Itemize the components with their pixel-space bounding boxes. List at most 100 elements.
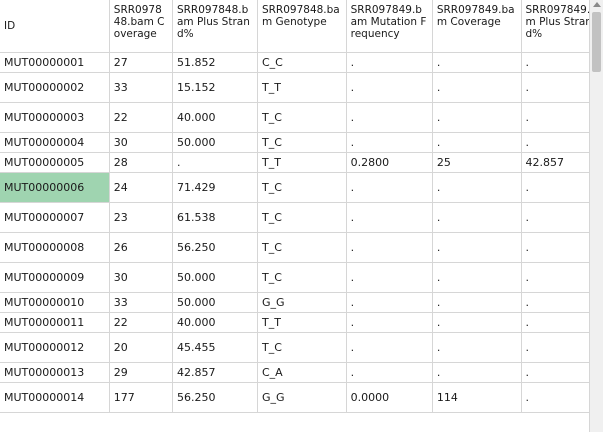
- table-cell[interactable]: .: [432, 132, 522, 153]
- table-cell[interactable]: C_A: [257, 362, 347, 383]
- table-cell[interactable]: .: [172, 152, 258, 173]
- table-cell[interactable]: 114: [432, 382, 522, 413]
- table-cell[interactable]: 26: [109, 232, 173, 263]
- table-cell[interactable]: .: [432, 312, 522, 333]
- table-cell[interactable]: 177: [109, 382, 173, 413]
- table-cell[interactable]: T_C: [257, 262, 347, 293]
- table-cell[interactable]: 56.250: [172, 382, 258, 413]
- table-cell[interactable]: 30: [109, 132, 173, 153]
- column-header-srr097849-coverage[interactable]: SRR097849.bam Coverage: [432, 0, 522, 53]
- table-cell[interactable]: 50.000: [172, 132, 258, 153]
- table-cell[interactable]: .: [346, 102, 433, 133]
- table-cell[interactable]: .: [346, 72, 433, 103]
- table-cell[interactable]: G_G: [257, 292, 347, 313]
- table-cell[interactable]: 56.250: [172, 232, 258, 263]
- table-cell[interactable]: T_C: [257, 132, 347, 153]
- column-header-srr097848-coverage[interactable]: SRR097848.bam Coverage: [109, 0, 173, 53]
- table-cell[interactable]: .: [432, 172, 522, 203]
- table-cell[interactable]: .: [432, 72, 522, 103]
- table-cell[interactable]: T_T: [257, 152, 347, 173]
- row-id-cell[interactable]: MUT00000013: [0, 362, 110, 383]
- table-cell[interactable]: 28: [109, 152, 173, 173]
- table-cell[interactable]: .: [432, 232, 522, 263]
- table-cell[interactable]: T_C: [257, 102, 347, 133]
- table-cell[interactable]: .: [346, 202, 433, 233]
- table-cell[interactable]: 50.000: [172, 262, 258, 293]
- table-cell[interactable]: .: [521, 312, 603, 333]
- table-cell[interactable]: .: [346, 232, 433, 263]
- scroll-up-arrow-icon[interactable]: [593, 2, 601, 7]
- row-id-cell[interactable]: MUT00000009: [0, 262, 110, 293]
- table-cell[interactable]: .: [346, 262, 433, 293]
- table-cell[interactable]: .: [521, 292, 603, 313]
- row-id-cell[interactable]: MUT00000002: [0, 72, 110, 103]
- table-cell[interactable]: .: [432, 362, 522, 383]
- table-cell[interactable]: T_C: [257, 172, 347, 203]
- table-cell[interactable]: 29: [109, 362, 173, 383]
- row-id-cell[interactable]: MUT00000011: [0, 312, 110, 333]
- table-cell[interactable]: .: [346, 292, 433, 313]
- table-cell[interactable]: .: [346, 362, 433, 383]
- table-cell[interactable]: 61.538: [172, 202, 258, 233]
- row-id-cell[interactable]: MUT00000007: [0, 202, 110, 233]
- table-cell[interactable]: .: [432, 262, 522, 293]
- table-cell[interactable]: 15.152: [172, 72, 258, 103]
- table-cell[interactable]: 0.2800: [346, 152, 433, 173]
- table-cell[interactable]: .: [432, 202, 522, 233]
- table-cell[interactable]: 27: [109, 52, 173, 73]
- table-cell[interactable]: 42.857: [521, 152, 603, 173]
- table-cell[interactable]: T_T: [257, 312, 347, 333]
- table-cell[interactable]: .: [521, 362, 603, 383]
- table-cell[interactable]: 45.455: [172, 332, 258, 363]
- table-cell[interactable]: .: [346, 312, 433, 333]
- table-cell[interactable]: G_G: [257, 382, 347, 413]
- table-cell[interactable]: 24: [109, 172, 173, 203]
- table-cell[interactable]: .: [521, 52, 603, 73]
- table-cell[interactable]: 30: [109, 262, 173, 293]
- table-cell[interactable]: T_T: [257, 72, 347, 103]
- table-cell[interactable]: .: [432, 102, 522, 133]
- row-id-cell[interactable]: MUT00000003: [0, 102, 110, 133]
- vertical-scrollbar[interactable]: [589, 0, 603, 432]
- row-id-cell[interactable]: MUT00000010: [0, 292, 110, 313]
- table-cell[interactable]: .: [346, 52, 433, 73]
- table-cell[interactable]: .: [432, 332, 522, 363]
- table-cell[interactable]: 33: [109, 292, 173, 313]
- column-header-srr097848-plus-strand[interactable]: SRR097848.bam Plus Strand%: [172, 0, 258, 53]
- table-cell[interactable]: 23: [109, 202, 173, 233]
- table-cell[interactable]: 40.000: [172, 312, 258, 333]
- table-cell[interactable]: .: [346, 332, 433, 363]
- table-cell[interactable]: .: [432, 52, 522, 73]
- row-id-cell[interactable]: MUT00000012: [0, 332, 110, 363]
- table-cell[interactable]: T_C: [257, 202, 347, 233]
- column-header-srr097848-genotype[interactable]: SRR097848.bam Genotype: [257, 0, 347, 53]
- table-cell[interactable]: C_C: [257, 52, 347, 73]
- row-id-cell[interactable]: MUT00000008: [0, 232, 110, 263]
- table-cell[interactable]: .: [432, 292, 522, 313]
- table-cell[interactable]: 22: [109, 102, 173, 133]
- table-cell[interactable]: .: [346, 172, 433, 203]
- table-cell[interactable]: 25: [432, 152, 522, 173]
- row-id-cell-selected[interactable]: MUT00000006: [0, 172, 110, 203]
- table-cell[interactable]: 20: [109, 332, 173, 363]
- row-id-cell[interactable]: MUT00000014: [0, 382, 110, 413]
- table-cell[interactable]: 71.429: [172, 172, 258, 203]
- scroll-thumb[interactable]: [592, 12, 601, 72]
- table-cell[interactable]: .: [521, 132, 603, 153]
- table-cell[interactable]: 0.0000: [346, 382, 433, 413]
- table-cell[interactable]: T_C: [257, 232, 347, 263]
- table-cell[interactable]: 50.000: [172, 292, 258, 313]
- row-id-cell[interactable]: MUT00000004: [0, 132, 110, 153]
